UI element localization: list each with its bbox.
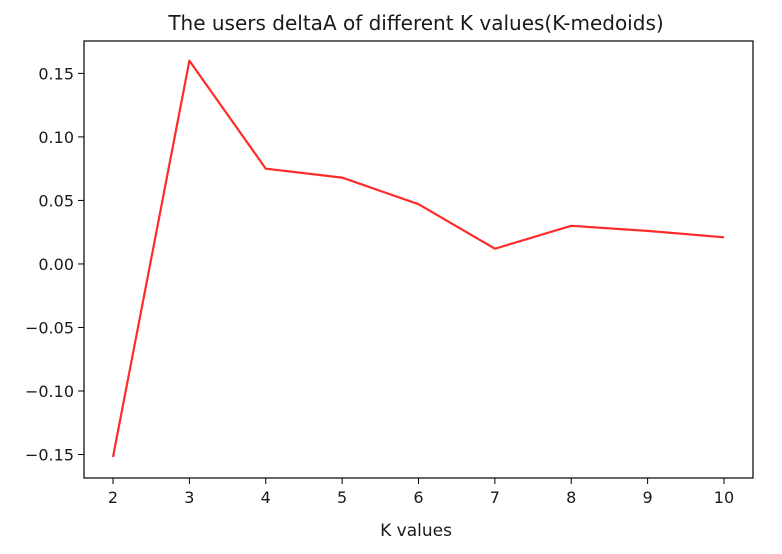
x-tick-label: 8 xyxy=(566,488,576,507)
y-tick-label: 0.15 xyxy=(38,64,74,83)
x-tick-label: 9 xyxy=(643,488,653,507)
axes-frame xyxy=(83,40,754,479)
x-axis: 2 3 4 5 6 7 8 9 10 xyxy=(108,478,734,507)
plot-area xyxy=(111,59,725,458)
y-axis: −0.15 −0.10 −0.05 0.00 0.05 0.10 0.15 xyxy=(25,64,84,464)
y-tick-label: 0.00 xyxy=(38,255,74,274)
x-tick-label: 7 xyxy=(490,488,500,507)
x-tick-label: 10 xyxy=(714,488,734,507)
chart-title: The users deltaA of different K values(K… xyxy=(167,11,663,35)
x-tick-label: 3 xyxy=(184,488,194,507)
y-tick-label: −0.10 xyxy=(25,382,74,401)
y-tick-label: 0.10 xyxy=(38,128,74,147)
x-tick-label: 4 xyxy=(261,488,271,507)
x-tick-label: 6 xyxy=(413,488,423,507)
x-tick-label: 2 xyxy=(108,488,118,507)
y-tick-label: −0.05 xyxy=(25,318,74,337)
series-line xyxy=(111,59,725,458)
y-tick-label: 0.05 xyxy=(38,191,74,210)
y-tick-label: −0.15 xyxy=(25,445,74,464)
x-tick-label: 5 xyxy=(337,488,347,507)
x-axis-label: K values xyxy=(380,521,452,541)
